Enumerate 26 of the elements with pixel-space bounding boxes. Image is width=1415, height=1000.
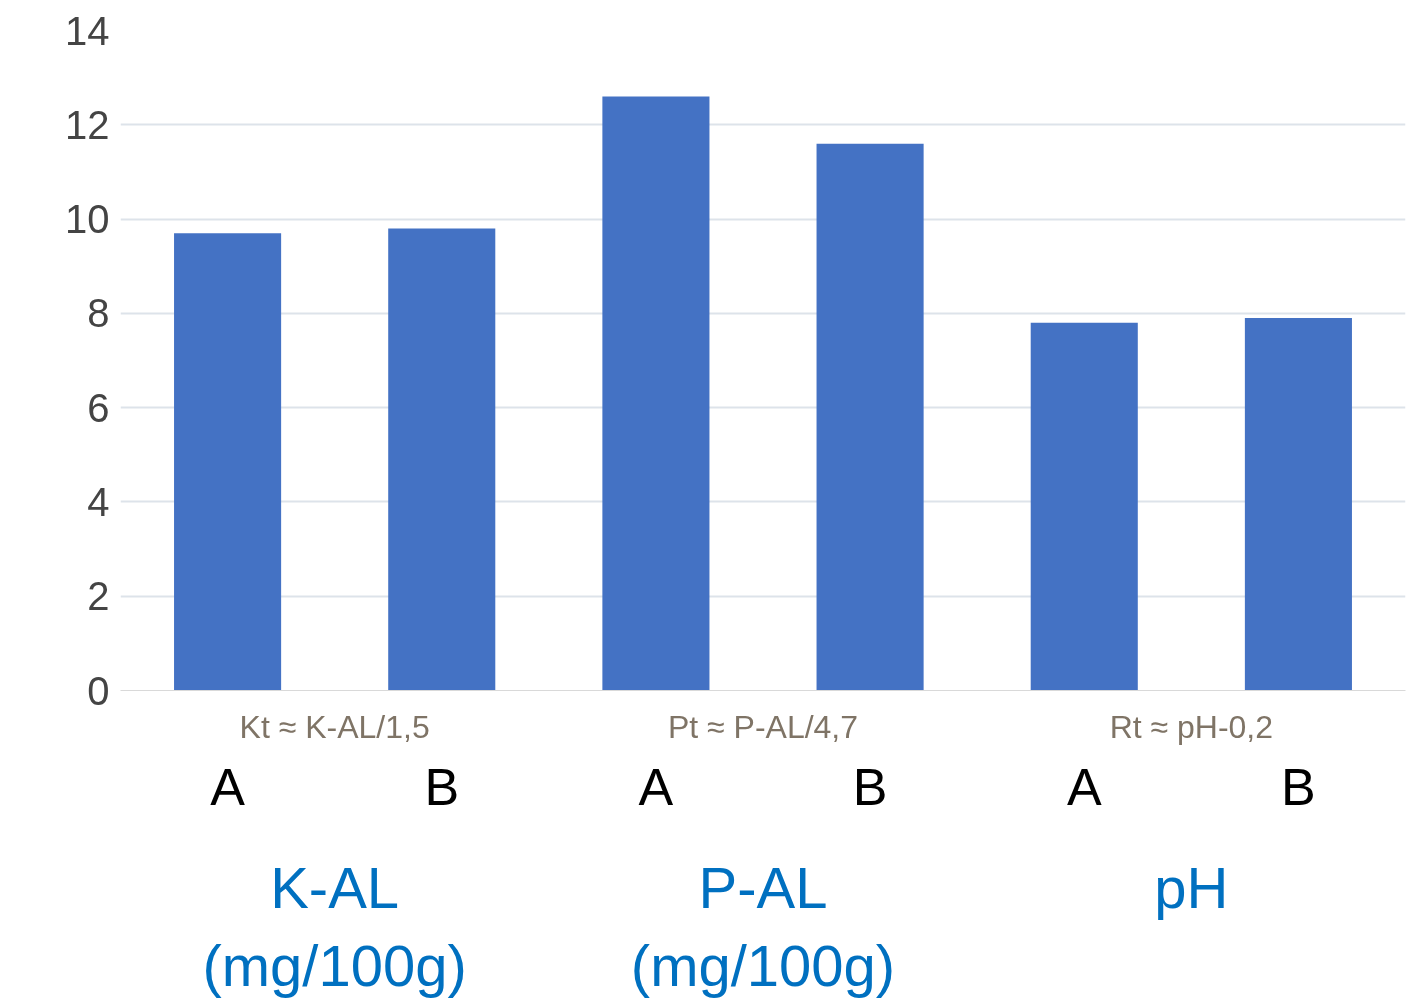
text: pH <box>1154 854 1229 920</box>
bar <box>1030 322 1138 691</box>
bar <box>174 233 282 691</box>
x-tick-label: A <box>1066 757 1102 816</box>
bar <box>1244 318 1352 691</box>
text: K-AL (mg/100g) <box>202 854 467 998</box>
x-tick-label: B <box>852 757 888 816</box>
text: Pt ≈ P-AL/4,7 <box>667 708 859 745</box>
text: Kt ≈ K-AL/1,5 <box>239 708 430 745</box>
text: Rt ≈ pH-0,2 <box>1109 708 1274 745</box>
x-tick-label: A <box>210 757 246 816</box>
y-tick-label: 4 <box>87 479 110 524</box>
y-tick-label: 2 <box>87 574 110 619</box>
y-tick-label: 12 <box>65 102 110 147</box>
bar <box>388 228 496 691</box>
x-tick-label: B <box>424 757 460 816</box>
bar <box>816 143 924 691</box>
y-tick-label: 8 <box>87 291 110 336</box>
text: P-AL (mg/100g) <box>630 854 896 998</box>
x-tick-label: B <box>1281 757 1316 816</box>
y-tick-label: 6 <box>87 385 110 430</box>
x-tick-label: A <box>638 757 674 816</box>
bar <box>602 96 710 691</box>
y-tick-label: 14 <box>65 8 110 53</box>
y-tick-label: 10 <box>65 197 110 242</box>
y-tick-label: 0 <box>87 668 110 713</box>
